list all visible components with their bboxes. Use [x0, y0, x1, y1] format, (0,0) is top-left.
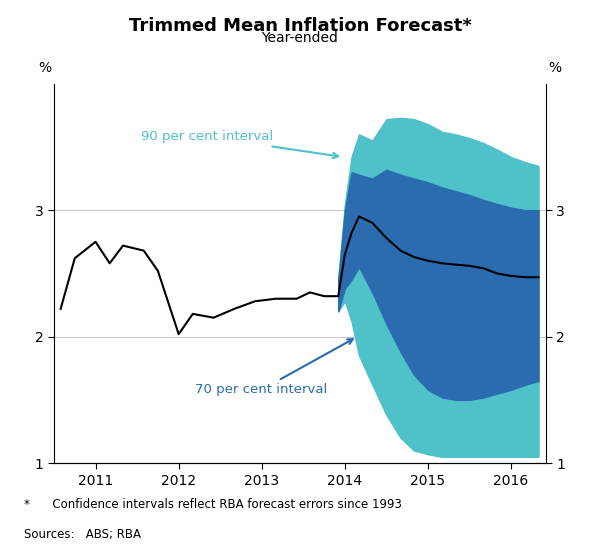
Text: %: % [38, 61, 52, 75]
Text: Sources:   ABS; RBA: Sources: ABS; RBA [24, 528, 141, 541]
Text: Year-ended: Year-ended [262, 31, 338, 45]
Text: Trimmed Mean Inflation Forecast*: Trimmed Mean Inflation Forecast* [128, 17, 472, 35]
Text: 90 per cent interval: 90 per cent interval [141, 131, 338, 158]
Text: *      Confidence intervals reflect RBA forecast errors since 1993: * Confidence intervals reflect RBA forec… [24, 498, 402, 511]
Text: 70 per cent interval: 70 per cent interval [195, 339, 353, 396]
Text: %: % [548, 61, 562, 75]
